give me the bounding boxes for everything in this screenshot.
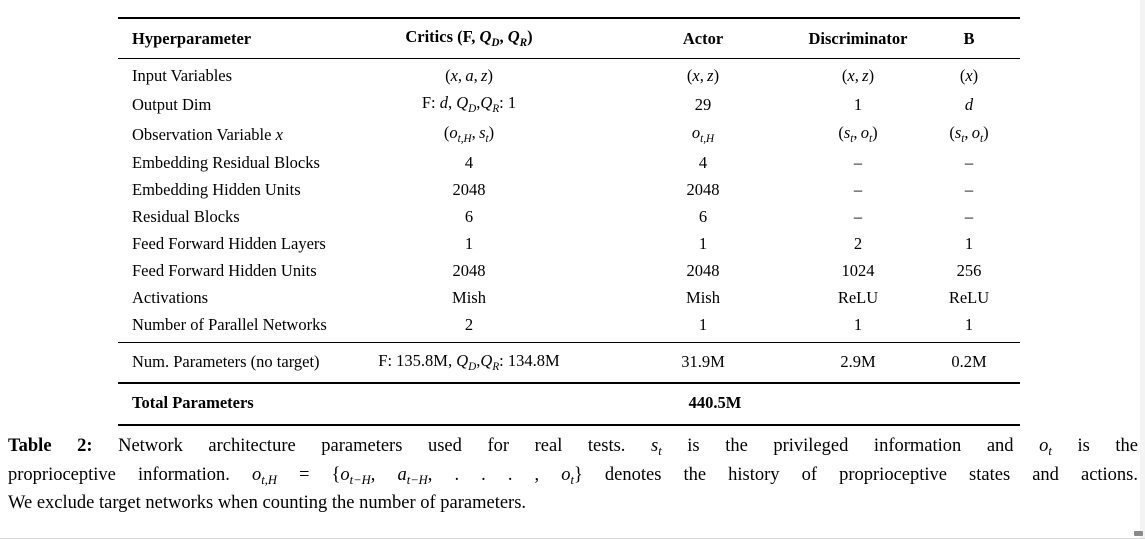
cell: 2048	[686, 261, 720, 280]
cell: ot,H	[691, 123, 715, 145]
cell: 1024	[841, 261, 875, 280]
cell: 2	[330, 311, 608, 343]
table-caption: Table 2: Network architecture parameters…	[8, 433, 1138, 518]
cell: 1	[464, 234, 474, 253]
row-label: Activations	[132, 288, 209, 307]
column-header-4: B	[918, 17, 1020, 59]
row-label: Residual Blocks	[132, 207, 240, 226]
table-body: Input Variables (x, a, z) (x, z) (x, z) (x) O…	[118, 59, 1020, 343]
cell: ReLU	[948, 288, 990, 307]
cell: 2	[853, 234, 863, 253]
cell: F: d, QD,QR: 1	[421, 93, 517, 115]
num-parameters-section: Num. Parameters (no target) F: 135.8M, QD…	[118, 342, 1020, 384]
cell: 1	[918, 311, 1020, 343]
cell: 4	[464, 153, 474, 172]
row-label: Feed Forward Hidden Units	[132, 261, 317, 280]
caption-line-1: Table 2: Network architecture parameters…	[8, 436, 1138, 459]
cell: (st, ot)	[838, 123, 878, 145]
cell: (x, z)	[841, 66, 875, 85]
table-header: Hyperparameter Critics (F, QD, QR) Actor Di…	[118, 17, 1020, 59]
cell: ReLU	[837, 288, 879, 307]
cell: Mish	[452, 288, 486, 307]
cell: 256	[956, 261, 982, 280]
row-label: Embedding Hidden Units	[132, 180, 301, 199]
cell: 1	[608, 311, 798, 343]
table-row: Output Dim F: d, QD,QR: 1 29 1 d	[118, 89, 1020, 119]
cell: –	[853, 153, 863, 172]
header-row: Hyperparameter Critics (F, QD, QR) Actor Di…	[118, 17, 1020, 59]
page-right-edge	[1140, 0, 1145, 539]
table-row: Input Variables (x, a, z) (x, z) (x, z) (x)	[118, 59, 1020, 90]
cell: 31.9M	[608, 342, 798, 384]
cell: 1	[798, 311, 918, 343]
cell: Mish	[686, 288, 720, 307]
cell: 6	[698, 207, 708, 226]
cell: (x, a, z)	[445, 66, 493, 85]
cell: –	[853, 207, 863, 226]
table-row: Number of Parallel Networks 2 1 1 1	[118, 311, 1020, 343]
total-parameters-section: Total Parameters 440.5M	[118, 383, 1020, 426]
cell: 2048	[452, 180, 486, 199]
cell: –	[964, 153, 974, 172]
row-label: Num. Parameters (no target)	[118, 342, 330, 384]
cell: (x)	[959, 66, 979, 85]
cell: –	[853, 180, 863, 199]
row-label: Feed Forward Hidden Layers	[132, 234, 326, 253]
cell: 2048	[686, 180, 720, 199]
row-label: Number of Parallel Networks	[118, 311, 330, 343]
column-header-3: Discriminator	[798, 17, 918, 59]
row-label: Output Dim	[132, 94, 212, 114]
cell: 29	[694, 94, 712, 114]
table-row: Embedding Hidden Units 2048 2048 – –	[118, 176, 1020, 203]
cell: –	[964, 207, 974, 226]
table-row: Feed Forward Hidden Layers 1 1 2 1	[118, 230, 1020, 257]
cell: F: 135.8M, QD,QR: 134.8M	[330, 342, 608, 384]
corner-fragment	[1134, 531, 1143, 536]
network-architecture-table: Hyperparameter Critics (F, QD, QR) Actor Di…	[118, 17, 1020, 426]
row-label: Input Variables	[132, 66, 233, 85]
cell: 4	[698, 153, 708, 172]
total-label: Total Parameters	[118, 383, 330, 426]
cell: 1	[698, 234, 708, 253]
total-parameters-row: Total Parameters 440.5M	[118, 383, 1020, 426]
column-header-2: Actor	[608, 17, 798, 59]
table-row: Embedding Residual Blocks 4 4 – –	[118, 149, 1020, 176]
table-row: Observation Variable x (ot,H, st) ot,H (st,…	[118, 119, 1020, 149]
column-header-0: Hyperparameter	[118, 17, 330, 59]
cell: (st, ot)	[949, 123, 989, 145]
cell: (ot,H, st)	[443, 123, 495, 145]
cell: d	[964, 94, 974, 114]
column-header-1: Critics (F, QD, QR)	[330, 17, 608, 59]
cell: (x, z)	[686, 66, 720, 85]
row-label: Embedding Residual Blocks	[132, 153, 320, 172]
table-row: Feed Forward Hidden Units 2048 2048 1024 256	[118, 257, 1020, 284]
cell: 2048	[452, 261, 486, 280]
caption-line-2: proprioceptive information. ot,H = {ot−H…	[8, 464, 1139, 487]
table-2-wrap: Hyperparameter Critics (F, QD, QR) Actor Di…	[118, 17, 1020, 426]
table-row: Residual Blocks 6 6 – –	[118, 203, 1020, 230]
num-parameters-row: Num. Parameters (no target) F: 135.8M, QD…	[118, 342, 1020, 384]
table-row: Activations Mish Mish ReLU ReLU	[118, 284, 1020, 311]
row-label: Observation Variable x	[132, 124, 283, 144]
cell: 6	[464, 207, 474, 226]
cell: 1	[964, 234, 974, 253]
cell: 2.9M	[798, 342, 918, 384]
caption-line-3: We exclude target networks when counting…	[8, 493, 527, 513]
cell: –	[964, 180, 974, 199]
cell: 1	[853, 94, 863, 114]
total-value: 440.5M	[330, 383, 1020, 426]
cell: 0.2M	[918, 342, 1020, 384]
